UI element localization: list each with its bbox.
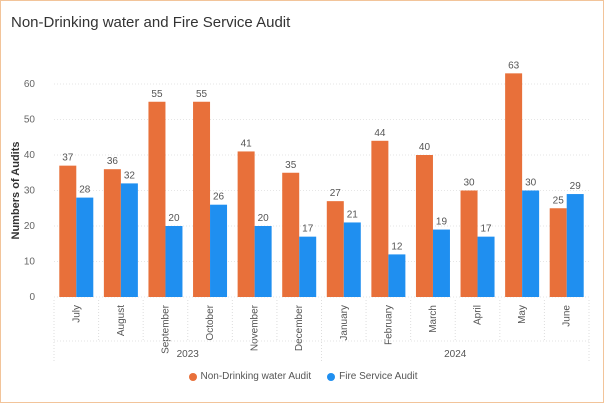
legend-item[interactable]: Fire Service Audit [327,371,417,382]
data-label: 30 [463,178,475,189]
group-label-2023: 2023 [177,349,200,360]
data-label: 25 [553,195,565,206]
data-label: 30 [525,178,537,189]
data-label: 55 [151,89,163,100]
y-tick-label: 50 [24,115,36,126]
legend: Non-Drinking water Audit Fire Service Aud… [1,371,604,382]
data-label: 20 [258,213,270,224]
data-label: 37 [62,153,74,164]
data-label: 36 [107,156,119,167]
group-label-2024: 2024 [444,349,467,360]
data-label: 63 [508,60,520,71]
bar-non-drinking-water-april [460,190,478,297]
bar-fire-service-june [566,194,584,297]
y-tick-label: 40 [24,150,36,161]
bar-non-drinking-water-january [326,201,344,297]
x-tick-label: June [562,305,573,327]
y-tick-label: 0 [29,292,35,303]
bar-fire-service-march [432,229,450,297]
data-label: 20 [168,213,180,224]
x-tick-label: November [250,304,261,351]
data-label: 44 [374,128,386,139]
y-tick-label: 30 [24,186,36,197]
bar-non-drinking-water-august [103,169,121,297]
data-label: 41 [241,138,253,149]
data-label: 17 [480,224,492,235]
bar-non-drinking-water-march [415,155,433,297]
data-label: 26 [213,192,225,203]
bar-non-drinking-water-october [193,101,211,297]
x-tick-label: December [294,304,305,351]
data-label: 40 [419,142,431,153]
y-tick-label: 60 [24,79,36,90]
chart-title: Non-Drinking water and Fire Service Audi… [11,14,291,31]
x-tick-label: February [383,305,394,345]
x-tick-label: March [428,305,439,333]
y-axis-label: Numbers of Audits [10,142,22,240]
data-label: 29 [570,181,582,192]
x-tick-label: April [473,305,484,325]
bar-fire-service-october [210,204,228,297]
legend-swatch [327,372,336,381]
legend-label: Fire Service Audit [339,371,418,382]
bar-fire-service-may [522,190,540,297]
x-tick-label: May [517,305,528,324]
data-label: 19 [436,217,448,228]
bar-non-drinking-water-november [237,151,255,297]
x-tick-label: August [116,305,127,336]
x-tick-label: October [205,304,216,340]
legend-swatch [188,372,197,381]
data-label: 32 [124,170,136,181]
data-label: 21 [347,209,359,220]
bar-fire-service-december [299,236,317,297]
bar-fire-service-november [254,226,272,297]
data-label: 12 [391,241,403,252]
x-tick-label: January [339,305,350,341]
data-label: 35 [285,160,297,171]
data-label: 27 [330,188,342,199]
bar-non-drinking-water-july [59,165,77,297]
legend-label: Non-Drinking water Audit [200,371,312,382]
x-tick-label: September [160,304,171,354]
data-label: 28 [79,185,91,196]
bar-non-drinking-water-september [148,101,166,297]
bar-non-drinking-water-december [282,172,300,297]
bar-non-drinking-water-may [505,73,523,297]
bar-fire-service-april [477,236,495,297]
bar-fire-service-january [343,222,361,297]
legend-item[interactable]: Non-Drinking water Audit [188,371,312,382]
bar-fire-service-august [120,183,138,297]
data-label: 55 [196,89,208,100]
y-tick-label: 20 [24,221,36,232]
bar-fire-service-september [165,226,183,297]
data-label: 17 [302,224,314,235]
y-tick-label: 10 [24,257,36,268]
bar-fire-service-february [388,254,406,297]
bar-non-drinking-water-june [549,208,567,297]
bar-non-drinking-water-february [371,140,389,297]
bar-fire-service-july [76,197,94,297]
x-tick-label: July [71,305,82,323]
